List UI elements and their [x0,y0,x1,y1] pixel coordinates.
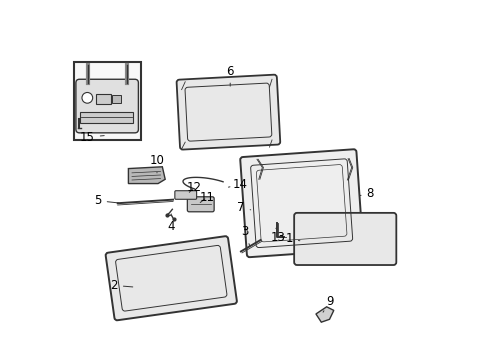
FancyBboxPatch shape [76,79,138,133]
Text: 5: 5 [94,194,118,207]
Text: 3: 3 [240,225,249,246]
Polygon shape [128,167,165,184]
Circle shape [82,93,93,103]
Text: 2: 2 [110,279,133,292]
Text: 11: 11 [199,191,214,204]
Bar [112,95,121,103]
Text: 4: 4 [167,214,175,233]
FancyBboxPatch shape [187,197,214,212]
Text: 12: 12 [186,181,202,194]
FancyBboxPatch shape [240,149,362,257]
Bar [80,112,133,123]
Text: 10: 10 [149,154,164,173]
Text: 8: 8 [359,187,373,200]
Text: 14: 14 [228,178,247,191]
Text: 13: 13 [270,228,285,244]
Text: 6: 6 [226,64,233,86]
FancyBboxPatch shape [294,213,395,265]
Text: 7: 7 [237,201,250,214]
Bar [96,94,110,104]
Polygon shape [315,307,333,322]
FancyBboxPatch shape [105,236,236,320]
Bar [74,62,141,140]
FancyBboxPatch shape [175,191,196,199]
Text: 15: 15 [80,131,104,144]
Text: 1: 1 [285,233,299,246]
Text: 9: 9 [323,295,333,312]
FancyBboxPatch shape [176,75,280,149]
